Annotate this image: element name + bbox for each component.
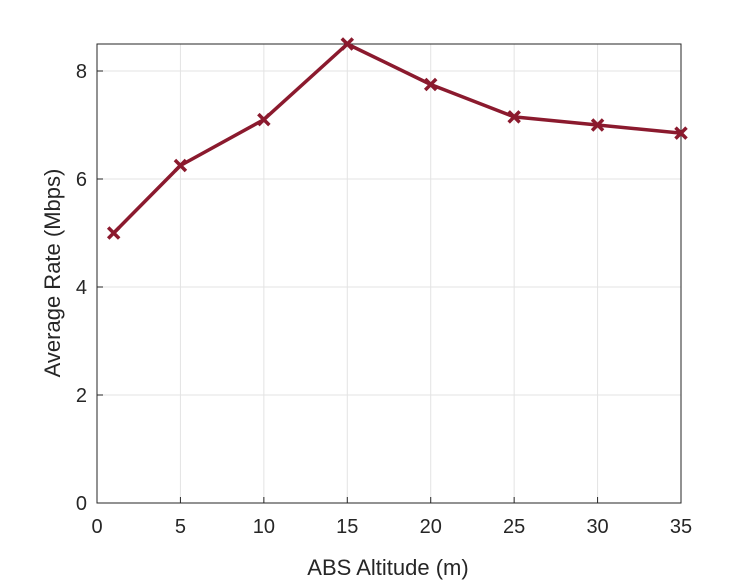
x-axis: 0 5 10 15 20 25 30 35 <box>91 497 692 538</box>
data-point-marker <box>590 118 605 132</box>
data-point-marker <box>173 158 188 173</box>
y-tick-label: 8 <box>76 61 87 83</box>
x-tick-label: 15 <box>336 516 358 538</box>
y-tick-label: 6 <box>76 169 87 191</box>
x-tick-label: 30 <box>586 516 608 538</box>
x-tick-label: 35 <box>670 516 692 538</box>
data-point-marker <box>423 77 438 92</box>
data-point-marker <box>257 112 271 127</box>
series-layer <box>106 37 688 240</box>
x-axis-title: ABS Altitude (m) <box>307 555 468 580</box>
x-tick-label: 0 <box>91 516 102 538</box>
y-tick-label: 4 <box>76 277 87 299</box>
y-tick-label: 2 <box>76 385 87 407</box>
grid <box>96 44 682 504</box>
data-point-marker <box>340 37 355 51</box>
data-point-marker <box>106 226 121 240</box>
x-tick-label: 10 <box>253 516 275 538</box>
data-point-marker <box>507 110 521 124</box>
series-line <box>112 42 682 235</box>
x-tick-label: 25 <box>503 516 525 538</box>
y-tick-label: 0 <box>76 493 87 515</box>
y-axis-title: Average Rate (Mbps) <box>40 169 65 378</box>
x-tick-label: 5 <box>175 516 186 538</box>
data-point-marker <box>674 126 688 140</box>
x-tick-label: 20 <box>420 516 442 538</box>
y-axis: 0 2 4 6 8 <box>76 61 103 515</box>
plot-frame <box>96 43 682 504</box>
